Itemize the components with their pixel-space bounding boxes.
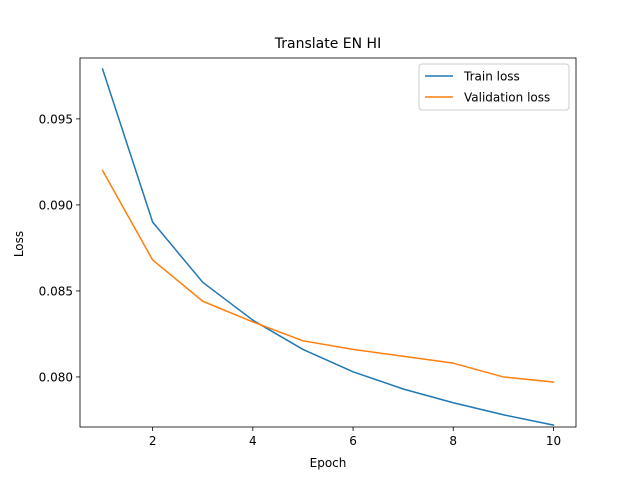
legend: Train loss Validation loss xyxy=(418,63,570,111)
plot-frame xyxy=(79,57,577,428)
y-tick-label: 0.095 xyxy=(39,112,73,126)
chart-title: Translate EN HI xyxy=(274,36,381,52)
x-tick-label: 6 xyxy=(349,434,357,448)
y-tick-label: 0.080 xyxy=(39,370,73,384)
series-layer xyxy=(101,68,555,426)
x-axis: 2 4 6 8 10 xyxy=(149,427,561,448)
y-tick-label: 0.085 xyxy=(39,284,73,298)
legend-label-train: Train loss xyxy=(463,70,520,84)
y-axis-label: Loss xyxy=(12,231,26,257)
legend-box xyxy=(418,63,570,111)
x-tick-label: 10 xyxy=(546,434,561,448)
plot-area xyxy=(79,57,577,428)
x-tick-label: 2 xyxy=(149,434,157,448)
x-tick-label: 8 xyxy=(449,434,457,448)
legend-label-validation: Validation loss xyxy=(464,91,550,105)
validation-loss-line xyxy=(101,169,555,383)
x-axis-label: Epoch xyxy=(310,456,347,470)
x-tick-label: 4 xyxy=(249,434,257,448)
train-loss-line xyxy=(101,68,555,426)
y-axis: 0.080 0.085 0.090 0.095 xyxy=(39,112,80,384)
y-tick-label: 0.090 xyxy=(39,198,73,212)
